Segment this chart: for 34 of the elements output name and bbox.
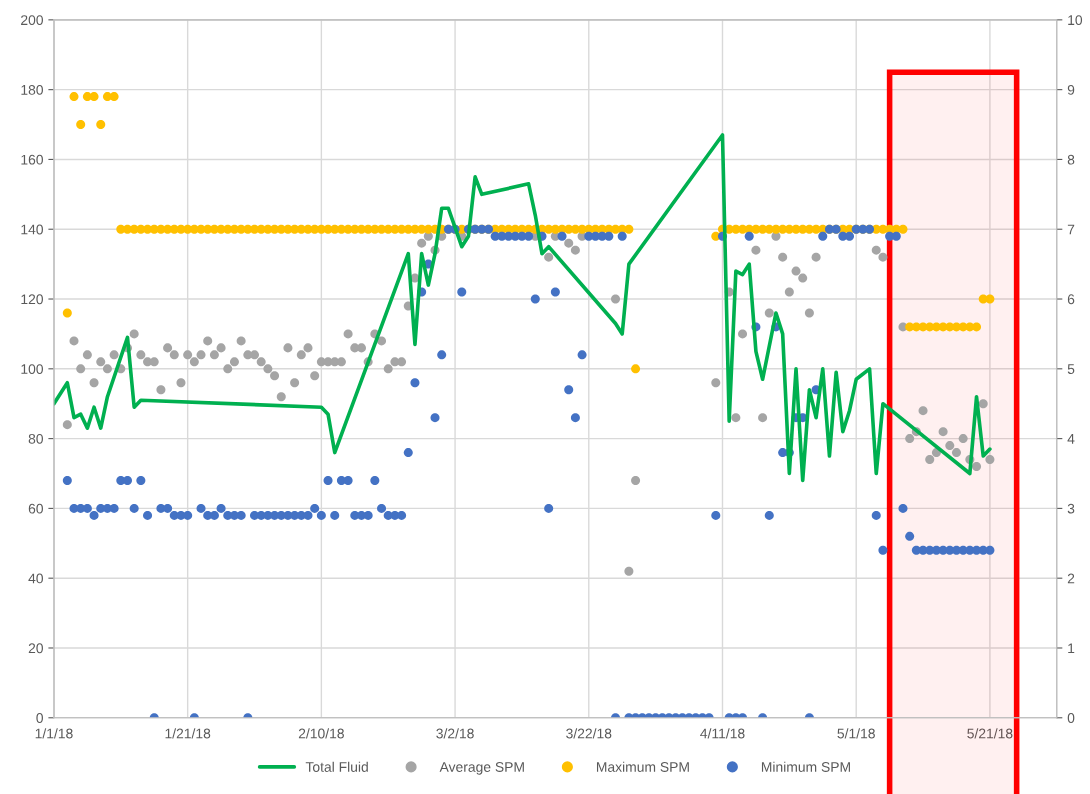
x-tick-label: 3/22/18 [566, 728, 612, 739]
y2-tick-label: 9 [1067, 84, 1075, 95]
x-tick-label: 2/10/18 [298, 728, 344, 739]
x-tick-label: 1/21/18 [165, 728, 211, 739]
x-tick-label: 3/2/18 [436, 728, 474, 739]
legend-label: Minimum SPM [761, 761, 850, 772]
y-tick-label: 180 [21, 84, 43, 95]
y2-tick-label: 0 [1067, 713, 1075, 723]
y-tick-label: 120 [21, 294, 43, 305]
y2-tick-label: 3 [1067, 503, 1075, 514]
y2-tick-label: 8 [1067, 154, 1075, 165]
y2-tick-label: 6 [1067, 294, 1075, 305]
y-tick-label: 80 [28, 433, 43, 444]
y-tick-label: 20 [28, 643, 43, 654]
legend-label: Total Fluid [305, 761, 368, 772]
y-tick-label: 0 [36, 713, 43, 723]
y-tick-label: 160 [21, 154, 43, 165]
y2-tick-label: 4 [1067, 434, 1075, 444]
y2-tick-label: 2 [1067, 573, 1075, 584]
y2-tick-label: 5 [1067, 364, 1075, 374]
y-tick-label: 60 [28, 503, 43, 514]
x-tick-label: 5/21/18 [967, 728, 1013, 739]
y2-tick-label: 10 [1068, 15, 1083, 26]
y-tick-label: 140 [21, 224, 43, 235]
x-tick-label: 1/1/18 [35, 728, 73, 739]
y2-tick-label: 1 [1068, 643, 1075, 654]
y-tick-label: 100 [21, 364, 43, 374]
y-tick-label: 40 [28, 573, 43, 584]
x-tick-label: 4/11/18 [700, 728, 745, 739]
legend-label: Average SPM [439, 762, 524, 775]
x-tick-label: 5/1/18 [837, 728, 875, 739]
y-tick-label: 200 [21, 15, 43, 26]
legend-label: Maximum SPM [596, 761, 689, 772]
y2-tick-label: 7 [1067, 224, 1075, 235]
